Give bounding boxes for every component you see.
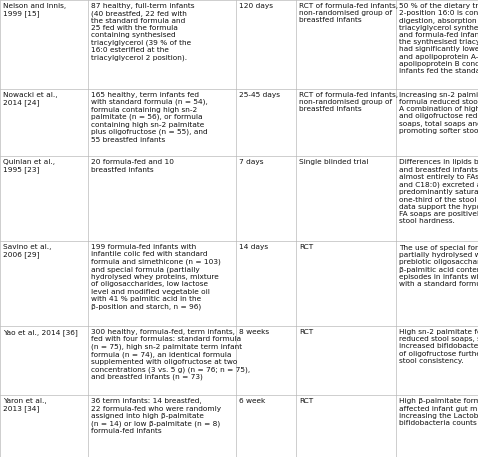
Text: Yaron et al.,
2013 [34]: Yaron et al., 2013 [34]	[3, 399, 47, 412]
Text: 8 weeks: 8 weeks	[239, 329, 269, 335]
Bar	[0, 326, 478, 395]
Text: The use of special formula (containing
partially hydrolysed whey proteins,
prebi: The use of special formula (containing p…	[399, 244, 478, 287]
Text: 14 days: 14 days	[239, 244, 268, 250]
Text: RCT: RCT	[299, 329, 313, 335]
Text: RCT: RCT	[299, 244, 313, 250]
Bar	[0, 395, 478, 457]
Text: High β-palmitate formula beneficially
affected infant gut microbiota by
increasi: High β-palmitate formula beneficially af…	[399, 399, 478, 426]
Bar	[0, 89, 478, 156]
Text: Differences in lipids between formula-
and breastfed infants' stools were due
al: Differences in lipids between formula- a…	[399, 159, 478, 224]
Text: 199 formula-fed infants with
infantile colic fed with standard
formula and simet: 199 formula-fed infants with infantile c…	[91, 244, 221, 310]
Text: Increasing sn-2 palmitate in infant
formula reduced stool palmitate soaps.
A com: Increasing sn-2 palmitate in infant form…	[399, 91, 478, 134]
Bar	[0, 241, 478, 326]
Text: Quinlan et al.,
1995 [23]: Quinlan et al., 1995 [23]	[3, 159, 55, 174]
Text: Savino et al.,
2006 [29]: Savino et al., 2006 [29]	[3, 244, 51, 258]
Text: 300 healthy, formula-fed, term infants,
fed with four formulas: standard formula: 300 healthy, formula-fed, term infants, …	[91, 329, 250, 381]
Text: 165 healthy, term infants fed
with standard formula (n = 54),
formula containing: 165 healthy, term infants fed with stand…	[91, 91, 208, 143]
Text: RCT of formula-fed infants,
non-randomised group of
breastfed infants: RCT of formula-fed infants, non-randomis…	[299, 91, 398, 112]
Text: 7 days: 7 days	[239, 159, 263, 165]
Text: Nowacki et al.,
2014 [24]: Nowacki et al., 2014 [24]	[3, 91, 57, 106]
Text: 87 healthy, full-term infants
(40 breastfed, 22 fed with
the standard formula an: 87 healthy, full-term infants (40 breast…	[91, 3, 195, 61]
Text: 120 days: 120 days	[239, 3, 273, 9]
Text: 50 % of the dietary triacylglycerol
2-position 16:0 is conserved through
digesti: 50 % of the dietary triacylglycerol 2-po…	[399, 3, 478, 74]
Text: 25-45 days: 25-45 days	[239, 91, 280, 98]
Bar	[0, 156, 478, 241]
Text: RCT: RCT	[299, 399, 313, 404]
Text: RCT of formula-fed infants,
non-randomised group of
breastfed infants: RCT of formula-fed infants, non-randomis…	[299, 3, 398, 23]
Text: High sn-2 palmitate formulas led to
reduced stool soaps, softer stools and
incre: High sn-2 palmitate formulas led to redu…	[399, 329, 478, 364]
Text: 20 formula-fed and 10
breastfed infants: 20 formula-fed and 10 breastfed infants	[91, 159, 174, 173]
Text: 36 term infants: 14 breastfed,
22 formula-fed who were randomly
assigned into hi: 36 term infants: 14 breastfed, 22 formul…	[91, 399, 221, 434]
Bar	[0, 0, 478, 89]
Text: 6 week: 6 week	[239, 399, 265, 404]
Text: Single blinded trial: Single blinded trial	[299, 159, 369, 165]
Text: Yao et al., 2014 [36]: Yao et al., 2014 [36]	[3, 329, 78, 336]
Text: Nelson and Innis,
1999 [15]: Nelson and Innis, 1999 [15]	[3, 3, 66, 17]
